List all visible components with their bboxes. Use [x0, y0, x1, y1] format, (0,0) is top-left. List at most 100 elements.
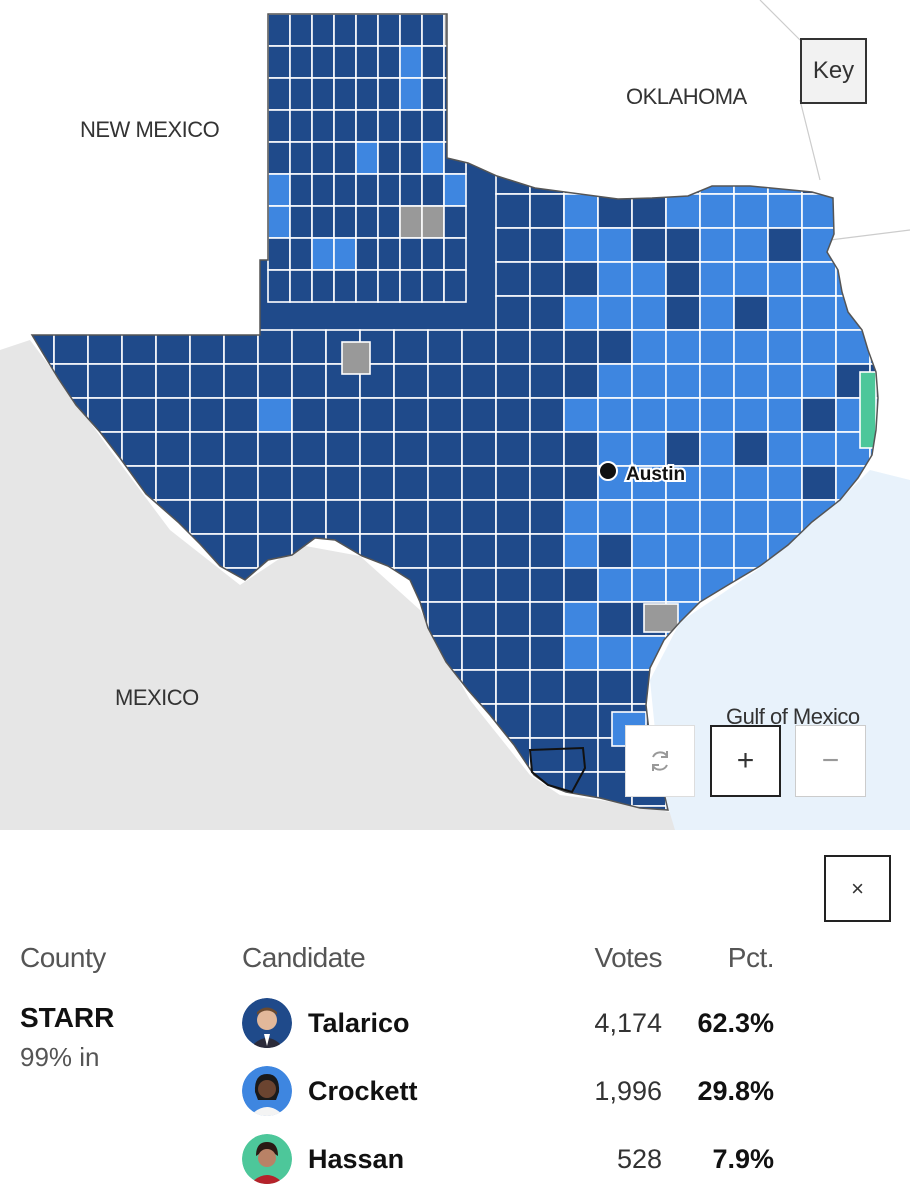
county[interactable] [311, 205, 335, 239]
county[interactable] [461, 363, 497, 399]
county[interactable] [801, 329, 837, 365]
county[interactable] [393, 533, 429, 569]
county[interactable] [495, 295, 531, 331]
county[interactable] [529, 499, 565, 535]
county[interactable] [333, 109, 357, 143]
county[interactable] [665, 499, 701, 535]
zoom-in-button[interactable]: + [710, 725, 781, 797]
county[interactable] [355, 269, 379, 303]
county[interactable] [529, 397, 565, 433]
county[interactable] [377, 109, 401, 143]
county[interactable] [355, 109, 379, 143]
county[interactable] [563, 601, 599, 637]
county[interactable] [189, 499, 225, 535]
county[interactable] [495, 193, 531, 229]
county[interactable] [495, 567, 531, 603]
county[interactable] [311, 109, 335, 143]
county[interactable] [393, 329, 429, 365]
county[interactable] [257, 329, 293, 365]
county[interactable] [289, 269, 313, 303]
county[interactable] [399, 173, 423, 207]
county[interactable] [325, 397, 361, 433]
county[interactable] [597, 533, 633, 569]
county[interactable] [699, 193, 735, 229]
county[interactable] [699, 431, 735, 467]
county[interactable] [427, 397, 463, 433]
county[interactable] [311, 45, 335, 79]
county[interactable] [733, 465, 769, 501]
county[interactable] [393, 431, 429, 467]
county[interactable] [665, 329, 701, 365]
county[interactable] [377, 141, 401, 175]
county[interactable] [291, 465, 327, 501]
county[interactable] [421, 205, 445, 239]
county[interactable] [529, 533, 565, 569]
county[interactable] [189, 465, 225, 501]
texas-county-map[interactable]: NEW MEXICO OKLAHOMA MEXICO Gulf of Mexic… [0, 0, 910, 830]
county[interactable] [563, 227, 599, 263]
county[interactable] [767, 329, 803, 365]
county[interactable] [257, 499, 293, 535]
county[interactable] [563, 567, 599, 603]
county[interactable] [223, 397, 259, 433]
county[interactable] [801, 363, 837, 399]
county[interactable] [121, 363, 157, 399]
county[interactable] [377, 237, 401, 271]
county[interactable] [311, 77, 335, 111]
county[interactable] [563, 431, 599, 467]
county[interactable] [189, 397, 225, 433]
county[interactable] [699, 363, 735, 399]
county[interactable] [155, 465, 191, 501]
county[interactable] [597, 669, 633, 705]
county[interactable] [495, 669, 531, 705]
county[interactable] [631, 193, 667, 229]
county[interactable] [333, 237, 357, 271]
county[interactable] [767, 465, 803, 501]
county[interactable] [427, 567, 463, 603]
county[interactable] [699, 295, 735, 331]
county[interactable] [257, 397, 293, 433]
county[interactable] [767, 499, 803, 535]
county[interactable] [311, 141, 335, 175]
county[interactable] [563, 635, 599, 671]
county[interactable] [665, 533, 701, 569]
county[interactable] [461, 465, 497, 501]
county[interactable] [421, 141, 445, 175]
county[interactable] [643, 603, 679, 633]
county[interactable] [495, 533, 531, 569]
county[interactable] [333, 45, 357, 79]
county[interactable] [421, 45, 445, 79]
county[interactable] [529, 431, 565, 467]
county[interactable] [461, 397, 497, 433]
county[interactable] [665, 227, 701, 263]
county[interactable] [267, 14, 291, 47]
county[interactable] [461, 431, 497, 467]
county[interactable] [563, 363, 599, 399]
county[interactable] [733, 329, 769, 365]
county[interactable] [529, 567, 565, 603]
county[interactable] [733, 227, 769, 263]
county[interactable] [529, 703, 565, 739]
county[interactable] [355, 45, 379, 79]
county[interactable] [461, 567, 497, 603]
county[interactable] [529, 295, 565, 331]
county[interactable] [563, 533, 599, 569]
county[interactable] [631, 329, 667, 365]
county[interactable] [563, 737, 599, 773]
county[interactable] [801, 295, 837, 331]
county[interactable] [291, 499, 327, 535]
county[interactable] [399, 205, 423, 239]
county[interactable] [359, 397, 395, 433]
county[interactable] [733, 499, 769, 535]
county[interactable] [443, 205, 467, 239]
county[interactable] [355, 237, 379, 271]
county[interactable] [631, 431, 667, 467]
county[interactable] [289, 77, 313, 111]
county[interactable] [495, 363, 531, 399]
county[interactable] [427, 601, 463, 637]
county[interactable] [801, 261, 837, 297]
county[interactable] [563, 261, 599, 297]
key-button[interactable]: Key [800, 38, 867, 104]
county[interactable] [393, 363, 429, 399]
county[interactable] [733, 363, 769, 399]
